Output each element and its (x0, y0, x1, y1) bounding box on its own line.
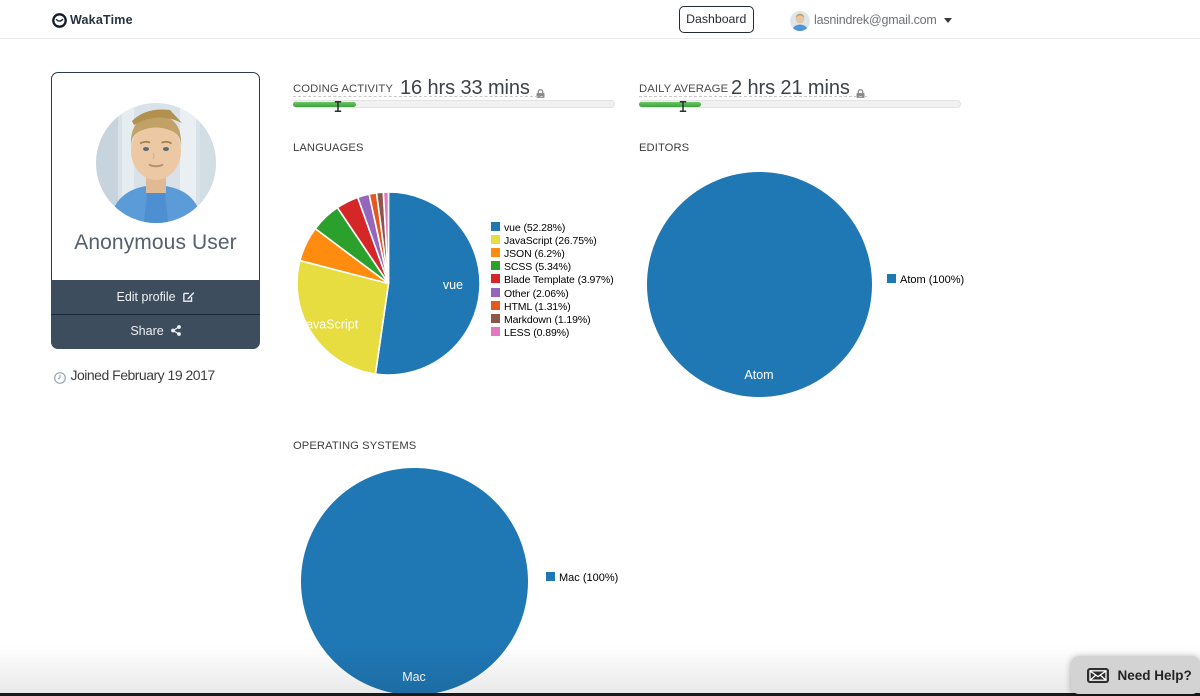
svg-text:vue: vue (443, 278, 463, 292)
svg-text:JavaScript: JavaScript (300, 317, 359, 331)
